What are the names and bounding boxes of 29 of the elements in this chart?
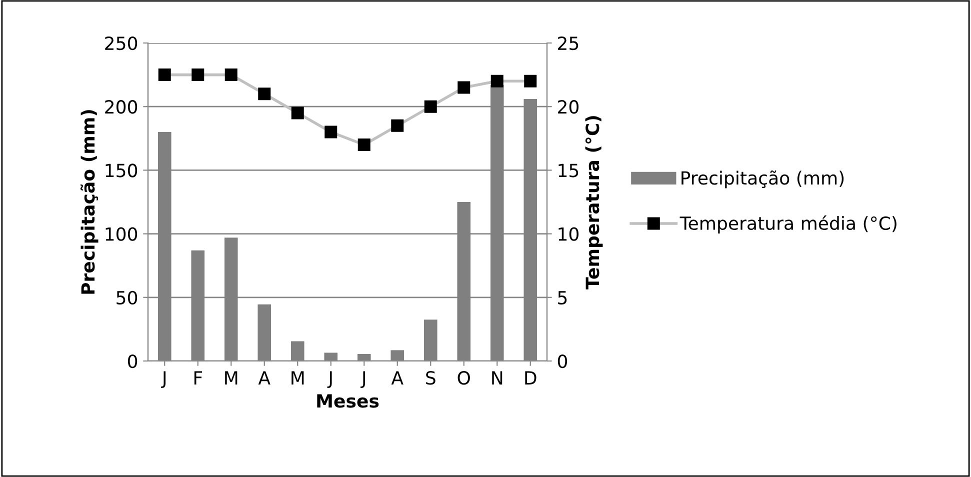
x-tick-label: D [525,371,536,384]
y-axis-title: Precipitação (mm) [80,110,98,294]
y-tick-label: 250 [105,36,138,50]
y2-tick-label: 10 [558,227,578,241]
x-tick-label: O [458,371,470,385]
x-tick-label: M [225,371,238,384]
y-tick-label: 50 [116,290,138,305]
y2-tick-label: 20 [558,100,578,114]
x-tick-label: J [360,371,366,388]
x-tick-label: N [492,371,502,384]
x-axis-title: Meses [317,394,379,408]
x-tick-label: A [391,371,404,384]
y2-tick-label: 15 [558,164,578,178]
y2-axis-title: Temperatura (°C) [585,116,603,290]
y-tick-label: 200 [105,100,138,114]
y2-tick-label: 25 [558,36,578,50]
x-tick-label: S [426,371,436,385]
x-tick-label: F [194,371,202,384]
y-tick-label: 0 [128,354,138,368]
legend-label: Precipitação (mm) [682,170,844,188]
x-tick-label: J [327,371,332,388]
x-tick-label: M [292,371,304,384]
x-tick-label: A [258,371,270,384]
y-tick-label: 150 [106,164,138,178]
y2-tick-label: 5 [558,291,567,305]
legend-label: Temperatura média (°C) [680,215,896,234]
y2-tick-label: 0 [558,354,568,368]
y-tick-label: 100 [106,227,138,241]
x-tick-label: J [161,371,166,388]
